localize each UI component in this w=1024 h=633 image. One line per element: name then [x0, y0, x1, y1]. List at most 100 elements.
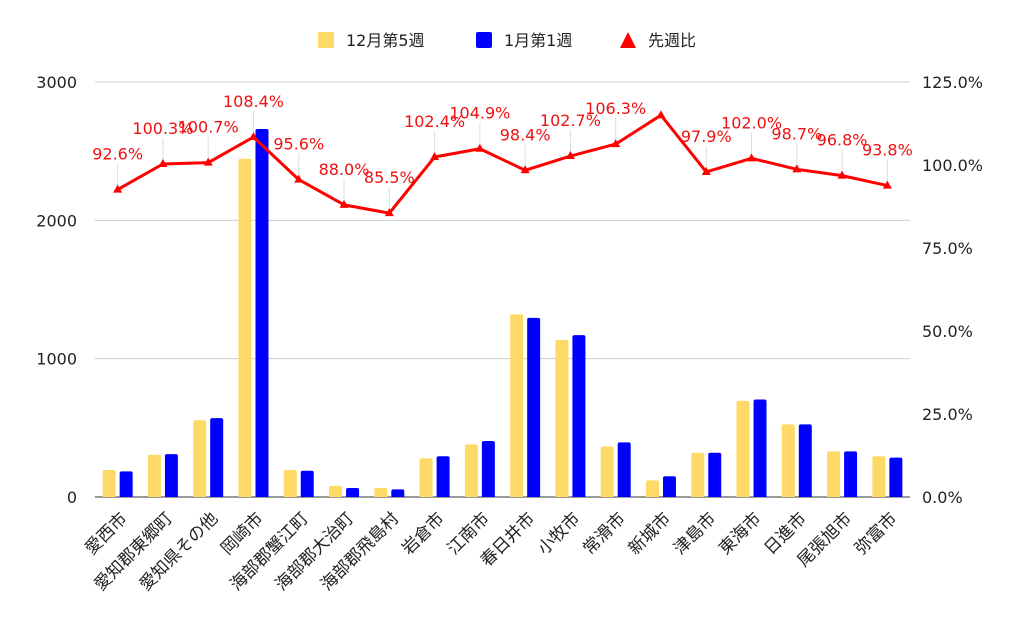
ratio-point [384, 208, 394, 217]
ratio-point [475, 143, 485, 152]
bar-12月第5週 [374, 488, 388, 497]
ratio-point [203, 157, 213, 166]
bar-12月第5週 [781, 424, 795, 497]
legend-label: 1月第1週 [504, 31, 572, 50]
bar-12月第5週 [691, 452, 705, 497]
category-label: 東海市 [715, 509, 765, 559]
ratio-point [565, 151, 575, 160]
category-label: 弥富市 [851, 509, 901, 559]
ratio-point [701, 166, 711, 175]
legend: 12月第5週 1月第1週 先週比 [318, 31, 696, 50]
ratio-point [882, 180, 892, 189]
bar-1月第1週 [572, 335, 586, 497]
ratio-point [430, 152, 440, 161]
bar-12月第5週 [600, 446, 614, 497]
ratio-data-label: 102.4% [404, 112, 465, 131]
ratio-point [294, 174, 304, 183]
bar-1月第1週 [481, 440, 495, 497]
right-axis-tick-label: 125.0% [922, 73, 983, 92]
bar-1月第1週 [753, 399, 767, 497]
bar-1月第1週 [889, 457, 903, 497]
ratio-data-label: 102.0% [721, 113, 782, 132]
right-axis-tick-label: 0.0% [922, 488, 963, 507]
ratio-line-layer: 92.6% 100.3%100.7% 108.4% 95.6% 88.0%85.5% 10… [92, 92, 913, 217]
ratio-data-label: 93.8% [862, 141, 913, 160]
bar-12月第5週 [872, 456, 886, 497]
ratio-data-label: 92.6% [92, 145, 143, 164]
ratio-data-label: 95.6% [273, 135, 324, 154]
ratio-data-label: 98.7% [771, 124, 822, 143]
bar-1月第1週 [844, 451, 858, 497]
ratio-point [248, 132, 258, 141]
right-axis-tick-label: 25.0% [922, 405, 973, 424]
bar-12月第5週 [193, 420, 207, 497]
bar-12月第5週 [510, 314, 524, 497]
bar-1月第1週 [708, 452, 722, 497]
bar-1月第1週 [617, 442, 631, 497]
bar-1月第1週 [255, 129, 269, 498]
ratio-data-label: 85.5% [364, 168, 415, 187]
legend-swatch [318, 32, 334, 48]
bars [102, 129, 903, 498]
ratio-point [113, 184, 123, 193]
category-label: 岩倉市 [398, 509, 448, 559]
right-axis-tick-label: 50.0% [922, 322, 973, 341]
bar-1月第1週 [391, 489, 405, 497]
ratio-point [339, 199, 349, 208]
gridlines [95, 81, 910, 498]
ratio-point [792, 164, 802, 173]
ratio-data-label: 97.9% [681, 127, 732, 146]
bar-1月第1週 [210, 418, 224, 497]
ratio-point [611, 139, 621, 148]
category-label: 常滑市 [579, 509, 629, 559]
bar-1月第1週 [300, 470, 314, 497]
legend-swatch [620, 32, 636, 48]
ratio-line [116, 113, 888, 215]
bar-1月第1週 [436, 456, 450, 497]
bar-1月第1週 [662, 476, 676, 497]
ratio-data-label: 104.9% [449, 104, 510, 123]
bar-1月第1週 [164, 454, 178, 497]
bar-12月第5週 [283, 470, 297, 497]
bar-12月第5週 [827, 451, 841, 497]
ratio-data-label: 106.3% [585, 99, 646, 118]
left-axis-tick-label: 3000 [36, 73, 77, 92]
bar-12月第5週 [238, 158, 252, 497]
ratio-data-label: 100.3% [132, 119, 193, 138]
legend-label: 12月第5週 [346, 31, 425, 50]
ratio-data-label: 88.0% [319, 160, 370, 179]
category-label: 新城市 [625, 509, 675, 559]
bar-1月第1週 [119, 471, 133, 497]
ratio-data-label: 108.4% [223, 92, 284, 111]
ratio-data-label: 96.8% [817, 131, 868, 150]
bar-12月第5週 [464, 444, 478, 497]
bar-1月第1週 [346, 488, 360, 497]
ratio-point [747, 153, 757, 162]
bar-1月第1週 [798, 424, 812, 497]
axes: 0 1000 2000 3000 0.0% 25.0% 50.0% 75.0% 100.0% 12… [36, 73, 983, 595]
ratio-data-label: 98.4% [500, 125, 551, 144]
bar-12月第5週 [645, 480, 659, 497]
bar-1月第1週 [527, 317, 541, 497]
right-axis-tick-label: 75.0% [922, 239, 973, 258]
bar-12月第5週 [736, 400, 750, 497]
ratio-point [837, 170, 847, 179]
left-axis-tick-label: 2000 [36, 211, 77, 230]
ratio-point [520, 165, 530, 174]
category-label: 津島市 [670, 509, 720, 559]
legend-label: 先週比 [648, 31, 696, 50]
category-label: 小牧市 [534, 509, 584, 559]
bar-12月第5週 [555, 339, 569, 497]
bar-12月第5週 [102, 470, 116, 497]
ratio-point [158, 159, 168, 168]
ratio-data-label: 102.7% [540, 111, 601, 130]
ratio-point [656, 110, 666, 119]
left-axis-tick-label: 1000 [36, 350, 77, 369]
legend-swatch [476, 32, 492, 48]
bar-12月第5週 [419, 458, 433, 497]
bar-12月第5週 [329, 485, 343, 497]
left-axis-tick-label: 0 [67, 488, 77, 507]
bar-12月第5週 [147, 454, 161, 497]
ratio-data-label: 100.7% [178, 118, 239, 137]
